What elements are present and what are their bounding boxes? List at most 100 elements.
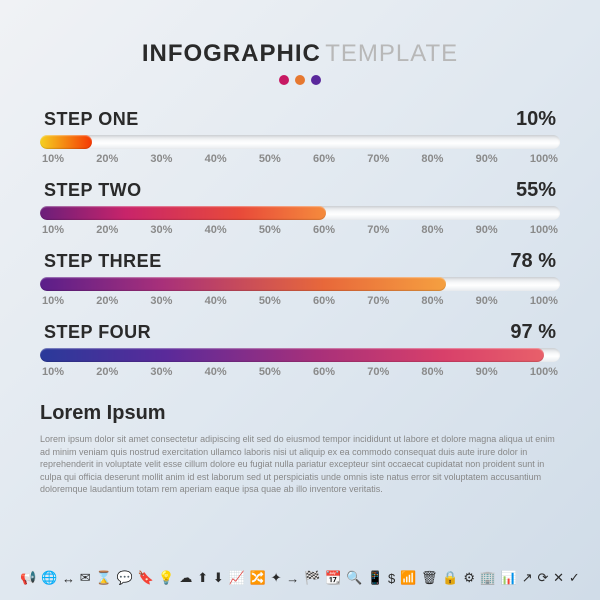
title-dot: [295, 75, 305, 85]
footer-icon: 💬: [116, 570, 132, 586]
scale-tick: 60%: [313, 153, 335, 165]
title-dot: [279, 75, 289, 85]
footer-icon: ⚙: [463, 570, 475, 586]
footer-icon: 🏢: [480, 570, 496, 586]
progress-track: [40, 277, 560, 291]
footer-icon: 🔍: [346, 570, 362, 586]
step-block: STEP FOUR97 %10%20%30%40%50%60%70%80%90%…: [40, 321, 560, 378]
footer-icon: 🗑: [421, 570, 438, 586]
scale-tick: 80%: [421, 224, 443, 236]
footer-icon: ✕: [553, 570, 564, 586]
lorem-body: Lorem ipsum dolor sit amet consectetur a…: [40, 433, 560, 496]
footer-icon: 📈: [229, 570, 245, 586]
scale-tick: 10%: [42, 366, 64, 378]
scale-tick: 10%: [42, 295, 64, 307]
footer-icon: 📆: [325, 570, 341, 586]
scale-tick: 20%: [96, 153, 118, 165]
footer-icon: 📶: [400, 570, 416, 586]
progress-scale: 10% 20% 30% 40% 50% 60% 70% 80% 90% 100%: [40, 295, 560, 307]
progress-fill: [40, 135, 92, 149]
title-dot: [311, 75, 321, 85]
scale-tick: 60%: [313, 295, 335, 307]
scale-tick: 100%: [530, 153, 558, 165]
step-percent: 55%: [516, 179, 556, 202]
step-block: STEP THREE 78 % 10% 20% 30% 40% 50% 60% 70% 80% 90…: [40, 250, 560, 307]
footer-icon: 🏁: [304, 570, 320, 586]
scale-tick: 90%: [476, 153, 498, 165]
footer-icon: 📢: [20, 570, 36, 586]
step-label: STEP THREE: [44, 251, 162, 272]
scale-tick: 20%: [96, 295, 118, 307]
progress-track: [40, 135, 560, 149]
icon-row: 📢🌐↔✉⌛💬🔖💡☁⬆⬇📈🔀✦→🏁📆🔍📱$📶🗑🔒⚙🏢📊↗⟳✕✓: [20, 570, 580, 586]
footer-icon: ⟳: [537, 570, 548, 586]
scale-tick: 50%: [259, 295, 281, 307]
progress-scale: 10%20%30%40%50%60%70%80%90%100%: [40, 366, 560, 378]
scale-tick: 80%: [421, 153, 443, 165]
step-block: STEP TWO55%10%20%30%40%50%60%70%80%90%10…: [40, 179, 560, 236]
title: INFOGRAPHIC TEMPLATE: [40, 40, 560, 68]
progress-track: [40, 206, 560, 220]
scale-tick: 30%: [150, 153, 172, 165]
scale-tick: 40%: [205, 295, 227, 307]
footer-icon: ↔: [62, 571, 75, 586]
step-block: STEP ONE10%10%20%30%40%50%60%70%80%90%10…: [40, 108, 560, 165]
scale-tick: 50%: [259, 366, 281, 378]
scale-tick: 90%: [476, 366, 498, 378]
footer-icon: ↗: [522, 570, 533, 586]
scale-tick: 40%: [205, 366, 227, 378]
scale-tick: 90%: [476, 295, 498, 307]
scale-tick: 60%: [313, 224, 335, 236]
footer-icon: ⬆: [197, 570, 208, 586]
footer-icon: ✉: [80, 570, 91, 586]
step-percent: 78 %: [510, 250, 556, 273]
step-label: STEP TWO: [44, 180, 142, 201]
progress-fill: [40, 206, 326, 220]
footer-icon: 🔒: [442, 570, 458, 586]
scale-tick: 70%: [367, 366, 389, 378]
footer-icon: 💡: [158, 570, 174, 586]
scale-tick: 30%: [150, 366, 172, 378]
title-main: INFOGRAPHIC: [142, 40, 321, 67]
footer-icon: $: [388, 571, 395, 586]
footer-icon: ✦: [271, 570, 282, 586]
scale-tick: 100%: [530, 224, 558, 236]
progress-fill: [40, 348, 544, 362]
scale-tick: 70%: [367, 153, 389, 165]
scale-tick: 40%: [205, 224, 227, 236]
footer-icon: 🔖: [137, 570, 153, 586]
scale-tick: 10%: [42, 224, 64, 236]
scale-tick: 20%: [96, 366, 118, 378]
progress-scale: 10%20%30%40%50%60%70%80%90%100%: [40, 153, 560, 165]
step-label: STEP FOUR: [44, 322, 151, 343]
progress-track: [40, 348, 560, 362]
step-percent: 97 %: [510, 321, 556, 344]
scale-tick: 70%: [367, 295, 389, 307]
scale-tick: 100%: [530, 366, 558, 378]
scale-tick: 70%: [367, 224, 389, 236]
footer-icon: 🌐: [41, 570, 57, 586]
progress-scale: 10% 20% 30% 40% 50% 60% 70% 80% 90% 100%: [40, 224, 560, 236]
scale-tick: 20%: [96, 224, 118, 236]
footer-icon: ✓: [569, 570, 580, 586]
title-sub: TEMPLATE: [325, 40, 458, 67]
scale-tick: 30%: [150, 295, 172, 307]
scale-tick: 10%: [42, 153, 64, 165]
scale-tick: 100%: [530, 295, 558, 307]
footer-icon: ⬇: [213, 570, 224, 586]
footer-icon: →: [286, 571, 299, 586]
title-dots: [40, 72, 560, 90]
scale-tick: 90%: [476, 224, 498, 236]
step-label: STEP ONE: [44, 109, 139, 130]
footer-icon: 📱: [367, 570, 383, 586]
footer-icon: ⌛: [95, 570, 111, 586]
scale-tick: 50%: [259, 224, 281, 236]
step-percent: 10%: [516, 108, 556, 131]
lorem-title: Lorem Ipsum: [40, 402, 560, 425]
scale-tick: 80%: [421, 366, 443, 378]
scale-tick: 80%: [421, 295, 443, 307]
scale-tick: 50%: [259, 153, 281, 165]
progress-fill: [40, 277, 446, 291]
scale-tick: 30%: [150, 224, 172, 236]
footer-icon: ☁: [179, 570, 192, 586]
